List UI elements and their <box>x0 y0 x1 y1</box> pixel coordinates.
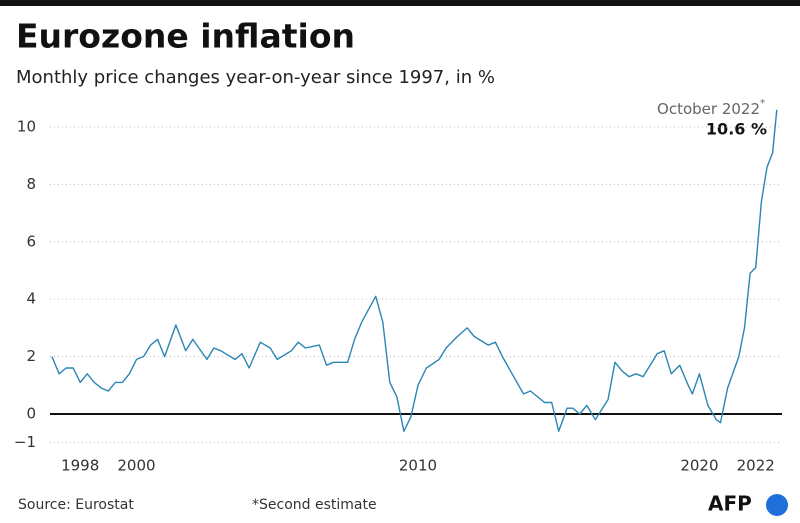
chart-subtitle: Monthly price changes year-on-year since… <box>16 67 495 88</box>
y-tick-label: 8 <box>26 175 36 193</box>
x-tick-label: 2000 <box>117 457 155 475</box>
value-label: 10.6 % <box>706 120 767 139</box>
chart-title: Eurozone inflation <box>16 17 355 56</box>
logo-dot <box>766 494 788 516</box>
x-tick-label: 2010 <box>399 457 437 475</box>
y-tick-label: 6 <box>26 232 36 250</box>
annotation-text: October 2022 <box>657 100 760 118</box>
footnote: *Second estimate <box>252 497 377 513</box>
y-tick-label: 4 <box>26 290 36 308</box>
top-bar <box>0 0 800 6</box>
annotation-mark: * <box>760 98 765 109</box>
x-tick-label: 1998 <box>61 457 99 475</box>
data-line <box>51 109 778 432</box>
x-tick-label: 2020 <box>680 457 718 475</box>
logo: AFP <box>708 492 752 516</box>
y-tick-label: 0 <box>26 404 36 422</box>
y-tick-label: −1 <box>14 433 36 451</box>
annotation-date: October 2022* <box>657 98 765 118</box>
y-tick-label: 10 <box>17 117 36 135</box>
y-tick-label: 2 <box>26 347 36 365</box>
source: Source: Eurostat <box>18 497 134 513</box>
x-tick-label: 2022 <box>737 457 775 475</box>
